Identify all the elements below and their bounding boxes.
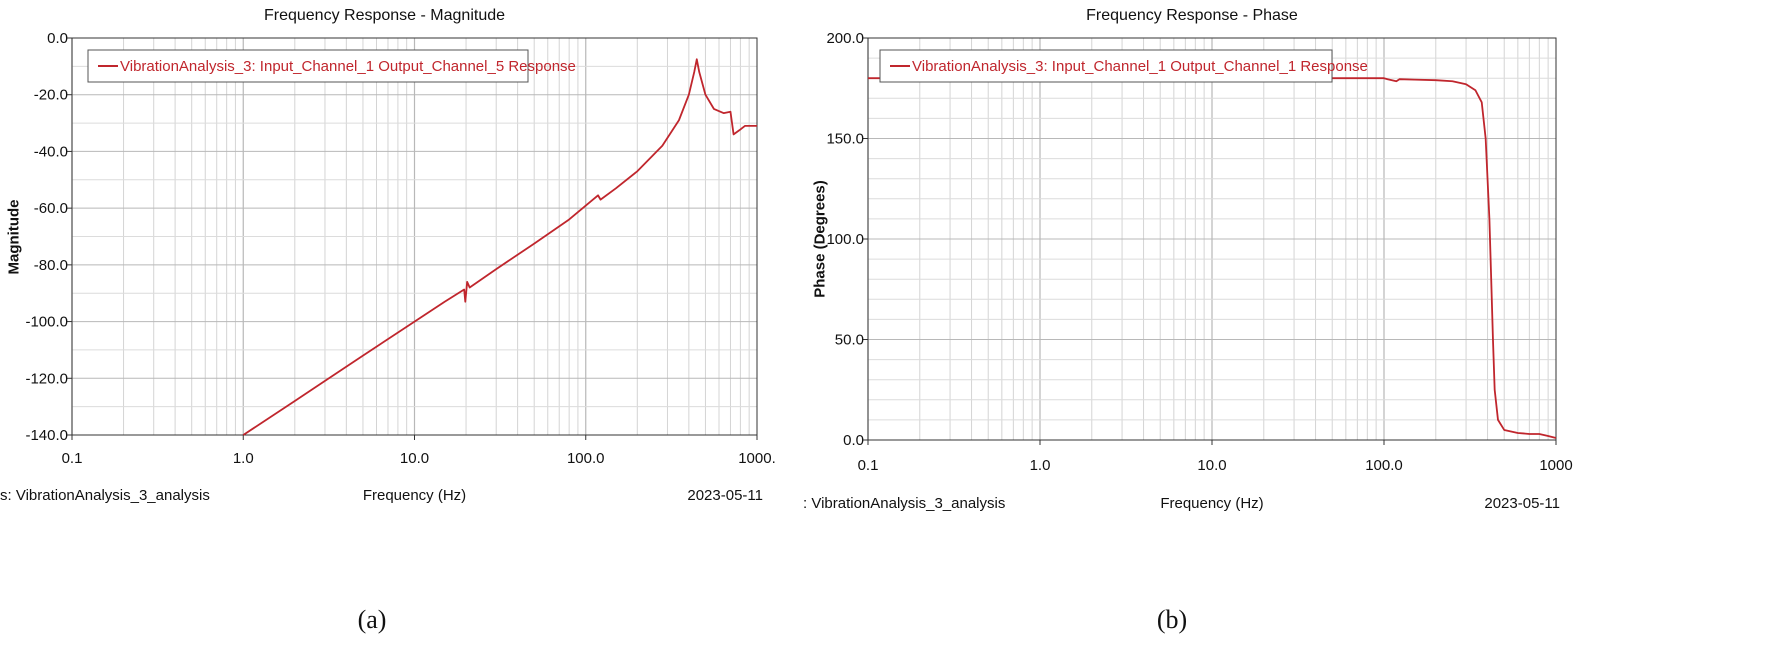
y-axis-label: Phase (Degrees) — [811, 180, 828, 298]
legend-label: VibrationAnalysis_3: Input_Channel_1 Out… — [120, 58, 576, 75]
y-tick-label: 0.0 — [843, 432, 864, 449]
legend: VibrationAnalysis_3: Input_Channel_1 Out… — [87, 49, 576, 83]
footer-date: 2023-05-11 — [687, 487, 763, 504]
legend: VibrationAnalysis_3: Input_Channel_1 Out… — [879, 49, 1368, 83]
footer-analysis-name: : VibrationAnalysis_3_analysis — [803, 495, 1005, 512]
x-tick-label: 100.0 — [1365, 457, 1403, 474]
y-tick-label: -40.0 — [34, 143, 68, 160]
x-tick-label: 100.0 — [567, 450, 605, 467]
y-tick-label: -80.0 — [34, 257, 68, 274]
footer-analysis-name: s: VibrationAnalysis_3_analysis — [0, 487, 210, 504]
legend-label: VibrationAnalysis_3: Input_Channel_1 Out… — [912, 58, 1368, 75]
y-tick-label: 150.0 — [826, 131, 864, 148]
chart-magnitude: Frequency Response - Magnitude 0.0 -20.0 -4… — [0, 7, 776, 634]
chart-phase: Frequency Response - Phase 200.0 150.0 100.… — [803, 7, 1573, 634]
y-tick-label: -20.0 — [34, 87, 68, 104]
x-axis-label: Frequency (Hz) — [363, 487, 466, 504]
y-tick-label: -140.0 — [25, 427, 68, 444]
x-tick-label: 10.0 — [400, 450, 429, 467]
x-tick-label: 0.1 — [62, 450, 83, 467]
legend-box — [879, 49, 1333, 83]
y-tick-label: -100.0 — [25, 314, 68, 331]
panel-caption: (b) — [1157, 605, 1187, 634]
x-tick-label: 1000. — [738, 450, 776, 467]
y-axis-label: Magnitude — [5, 200, 22, 275]
y-tick-label: 100.0 — [826, 231, 864, 248]
series-line — [242, 58, 757, 436]
grid — [71, 37, 757, 436]
y-tick-label: -60.0 — [34, 200, 68, 217]
y-tick-label: 0.0 — [47, 30, 68, 47]
x-tick-label: 10.0 — [1197, 457, 1226, 474]
series-line — [868, 77, 1557, 439]
x-axis-label: Frequency (Hz) — [1160, 495, 1263, 512]
grid — [867, 37, 1556, 441]
y-tick-label: 200.0 — [826, 30, 864, 47]
chart-title: Frequency Response - Magnitude — [264, 7, 505, 24]
x-tick-label: 1000 — [1539, 457, 1572, 474]
y-tick-label: -120.0 — [25, 370, 68, 387]
chart-title: Frequency Response - Phase — [1086, 7, 1298, 24]
x-tick-label: 1.0 — [1030, 457, 1051, 474]
x-tick-label: 1.0 — [233, 450, 254, 467]
footer-date: 2023-05-11 — [1484, 495, 1560, 512]
panel-caption: (a) — [358, 605, 387, 634]
y-tick-label: 50.0 — [835, 332, 864, 349]
legend-box — [87, 49, 529, 83]
x-tick-label: 0.1 — [858, 457, 879, 474]
